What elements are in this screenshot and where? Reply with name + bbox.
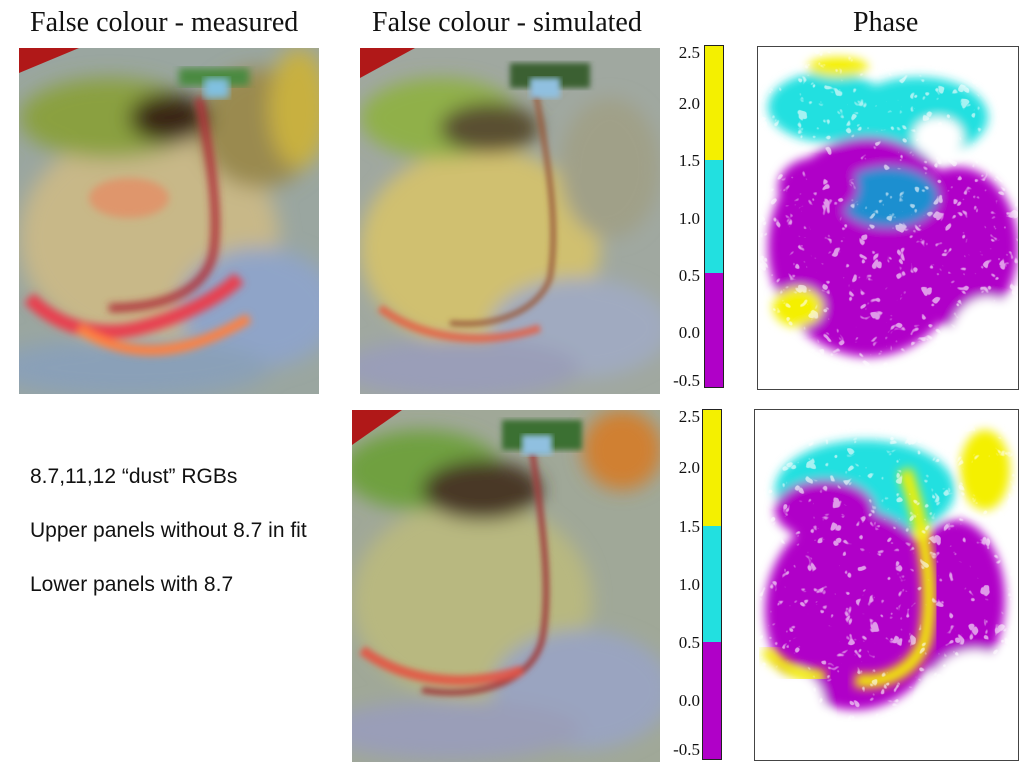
false-colour-simulated-lower-image [352,410,660,762]
colorbar-tick: 0.0 [678,691,700,710]
colorbar-tick: -0.5 [673,371,700,390]
colorbar-upper [704,45,724,388]
phase-lower-image [754,409,1019,761]
colorbar-tick: 1.0 [678,575,700,594]
colorbar-lower-ticks: 2.5 2.0 1.5 1.0 0.5 0.0 -0.5 [660,408,700,760]
colorbar-tick: 2.5 [678,43,700,62]
notes-line-2: Upper panels without 8.7 in fit [30,519,307,542]
phase-upper-image [757,46,1019,390]
colorbar-tick: 1.5 [678,517,700,536]
heading-measured: False colour - measured [30,7,299,38]
notes-line-3: Lower panels with 8.7 [30,573,234,596]
colorbar-lower [702,409,722,760]
false-colour-simulated-upper-image [360,48,660,394]
heading-simulated: False colour - simulated [372,7,642,38]
notes-block: 8.7,11,12 “dust” RGBs Upper panels witho… [30,464,330,626]
colorbar-upper-ticks: 2.5 2.0 1.5 1.0 0.5 0.0 -0.5 [660,44,700,390]
colorbar-tick: 2.0 [678,458,700,477]
colorbar-segment-magenta [705,273,723,387]
colorbar-tick: 0.0 [678,323,700,342]
colorbar-tick: 1.0 [678,209,700,228]
heading-phase: Phase [853,7,919,38]
colorbar-tick: 1.5 [678,151,700,170]
colorbar-segment-magenta [703,642,721,759]
colorbar-segment-yellow [703,410,721,527]
colorbar-tick: 2.5 [678,407,700,426]
colorbar-segment-cyan [703,526,721,643]
colorbar-segment-cyan [705,159,723,274]
colorbar-tick: -0.5 [673,740,700,759]
colorbar-segment-yellow [705,46,723,160]
false-colour-measured-image [19,48,319,394]
colorbar-tick: 0.5 [678,633,700,652]
colorbar-tick: 2.0 [678,94,700,113]
colorbar-tick: 0.5 [678,266,700,285]
notes-line-1: 8.7,11,12 “dust” RGBs [30,465,238,488]
